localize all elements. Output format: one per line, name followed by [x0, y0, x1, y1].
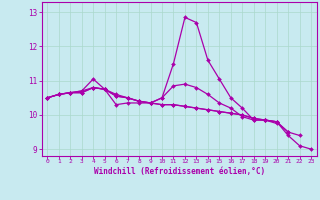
X-axis label: Windchill (Refroidissement éolien,°C): Windchill (Refroidissement éolien,°C): [94, 167, 265, 176]
